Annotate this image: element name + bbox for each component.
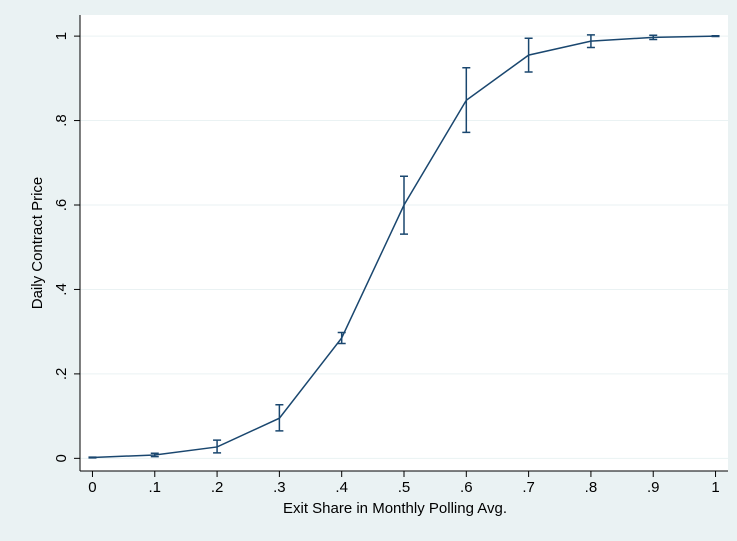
error-bar (586, 34, 595, 49)
y-tick-label: .8 (53, 114, 70, 127)
y-tick-label: .4 (53, 283, 70, 296)
error-bar (337, 331, 346, 345)
x-tick-label: .1 (149, 479, 162, 496)
x-tick-label: .2 (211, 479, 224, 496)
error-bar (88, 456, 97, 459)
x-tick-label: .7 (522, 479, 535, 496)
error-bar (150, 452, 159, 458)
error-bar (711, 34, 720, 38)
x-tick-label: 0 (88, 479, 96, 496)
x-tick-label: .3 (273, 479, 286, 496)
x-tick-label: .6 (460, 479, 473, 496)
x-tick-label: .5 (398, 479, 411, 496)
x-tick-label: .9 (647, 479, 660, 496)
x-axis-title: Exit Share in Monthly Polling Avg. (283, 500, 507, 517)
error-bar (213, 439, 222, 454)
error-bar (275, 403, 284, 432)
error-bar (400, 175, 408, 235)
plot-area (80, 15, 728, 471)
x-tick-label: .4 (335, 479, 348, 496)
x-tick-label: .8 (585, 479, 598, 496)
error-bar (524, 37, 533, 73)
y-axis-title: Daily Contract Price (29, 177, 46, 310)
y-tick-label: .6 (53, 199, 70, 212)
x-tick-label: 1 (711, 479, 719, 496)
y-tick-label: 0 (53, 454, 70, 462)
error-bar (462, 67, 471, 134)
y-tick-label: 1 (53, 32, 70, 40)
error-bar (649, 34, 658, 41)
y-tick-label: .2 (53, 368, 70, 381)
